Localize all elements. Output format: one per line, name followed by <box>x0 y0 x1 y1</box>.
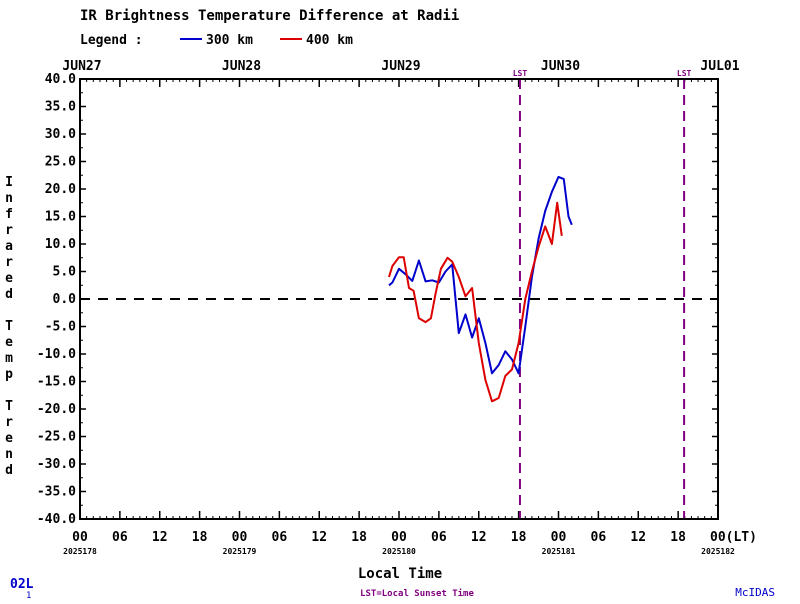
ytick-label: 35.0 <box>45 100 76 115</box>
ytick-label: -5.0 <box>45 320 76 335</box>
xtick-label: 00 <box>551 530 567 545</box>
ytick-label: 40.0 <box>45 72 76 87</box>
mcidas-branding: McIDAS <box>735 586 775 599</box>
ylabel-char: r <box>5 223 13 238</box>
series-line-400km <box>388 201 563 403</box>
y-axis: 40.0 35.0 30.0 25.0 20.0 15.0 10.0 5.0 0.0 -5.0 -1… <box>37 72 718 527</box>
ytick-label: 30.0 <box>45 127 76 142</box>
ytick-label: -20.0 <box>37 402 76 417</box>
ylabel-char: r <box>5 415 13 430</box>
xtick-label: 00 <box>232 530 248 545</box>
date-label: JUN28 <box>222 59 261 74</box>
x-axis: 00 06 12 18 00 06 12 18 00 06 12 18 00 06 12 18 00(LT) <box>72 79 757 545</box>
ylabel-char: a <box>5 239 13 254</box>
xtick-label: 12 <box>471 530 487 545</box>
ylabel-char: I <box>5 175 13 190</box>
julian-date-label: 2025179 <box>223 547 257 556</box>
sunset-lines: LST LST <box>513 69 692 519</box>
xtick-label: 12 <box>152 530 168 545</box>
xtick-label: 06 <box>112 530 128 545</box>
xtick-label: 06 <box>431 530 447 545</box>
ytick-label: 25.0 <box>45 155 76 170</box>
julian-date-labels: 2025178 2025179 2025180 2025181 2025182 <box>63 547 735 556</box>
legend-prefix: Legend : <box>80 33 143 48</box>
sunset-line-label: LST <box>513 69 528 78</box>
legend: 300 km 400 km <box>180 33 353 48</box>
ylabel-char: e <box>5 335 13 350</box>
xtick-label: 00 <box>391 530 407 545</box>
ytick-label: 10.0 <box>45 237 76 252</box>
ytick-label: -10.0 <box>37 347 76 362</box>
julian-date-label: 2025178 <box>63 547 97 556</box>
x-axis-label: Local Time <box>358 566 442 582</box>
xtick-label: 00(LT) <box>710 530 757 545</box>
xtick-label: 12 <box>630 530 646 545</box>
date-label: JUL01 <box>700 59 739 74</box>
julian-date-label: 2025182 <box>701 547 735 556</box>
ylabel-char: m <box>5 351 13 366</box>
xtick-label: 18 <box>670 530 686 545</box>
xtick-label: 06 <box>591 530 607 545</box>
sunset-line-label: LST <box>677 69 692 78</box>
date-label: JUN27 <box>62 59 101 74</box>
ytick-label: 0.0 <box>53 292 77 307</box>
ytick-label: -30.0 <box>37 457 76 472</box>
ytick-label: -40.0 <box>37 512 76 527</box>
ylabel-char: d <box>5 463 13 478</box>
date-label: JUN30 <box>541 59 580 74</box>
ytick-label: -25.0 <box>37 430 76 445</box>
ylabel-char: f <box>5 207 13 222</box>
xtick-label: 00 <box>72 530 88 545</box>
legend-label-300km: 300 km <box>206 33 253 48</box>
ylabel-char: n <box>5 447 13 462</box>
ylabel-char: n <box>5 191 13 206</box>
xtick-label: 06 <box>272 530 288 545</box>
ylabel-char: e <box>5 271 13 286</box>
series-lines <box>80 175 718 403</box>
ylabel-char: T <box>5 399 13 414</box>
date-label: JUN29 <box>381 59 420 74</box>
series-line-300km <box>388 175 573 375</box>
legend-label-400km: 400 km <box>306 33 353 48</box>
ytick-label: -15.0 <box>37 375 76 390</box>
ytick-label: 15.0 <box>45 210 76 225</box>
plot-frame <box>79 78 719 520</box>
lst-note: LST=Local Sunset Time <box>360 588 474 599</box>
xtick-label: 18 <box>192 530 208 545</box>
julian-date-label: 2025180 <box>382 547 416 556</box>
ytick-label: -35.0 <box>37 485 76 500</box>
xtick-label: 18 <box>351 530 367 545</box>
ylabel-char: e <box>5 431 13 446</box>
xtick-label: 18 <box>511 530 527 545</box>
xtick-label: 12 <box>311 530 327 545</box>
ylabel-char: d <box>5 287 13 302</box>
storm-id: 02L <box>10 577 34 592</box>
storm-sub: 1 <box>26 591 31 600</box>
julian-date-label: 2025181 <box>542 547 576 556</box>
ylabel-char: T <box>5 319 13 334</box>
ylabel-char: p <box>5 367 13 382</box>
chart-title: IR Brightness Temperature Difference at … <box>80 8 459 24</box>
date-labels: JUN27 JUN28 JUN29 JUN30 JUL01 <box>62 59 739 74</box>
ylabel-char: r <box>5 255 13 270</box>
ytick-label: 20.0 <box>45 182 76 197</box>
ytick-label: 5.0 <box>53 265 77 280</box>
